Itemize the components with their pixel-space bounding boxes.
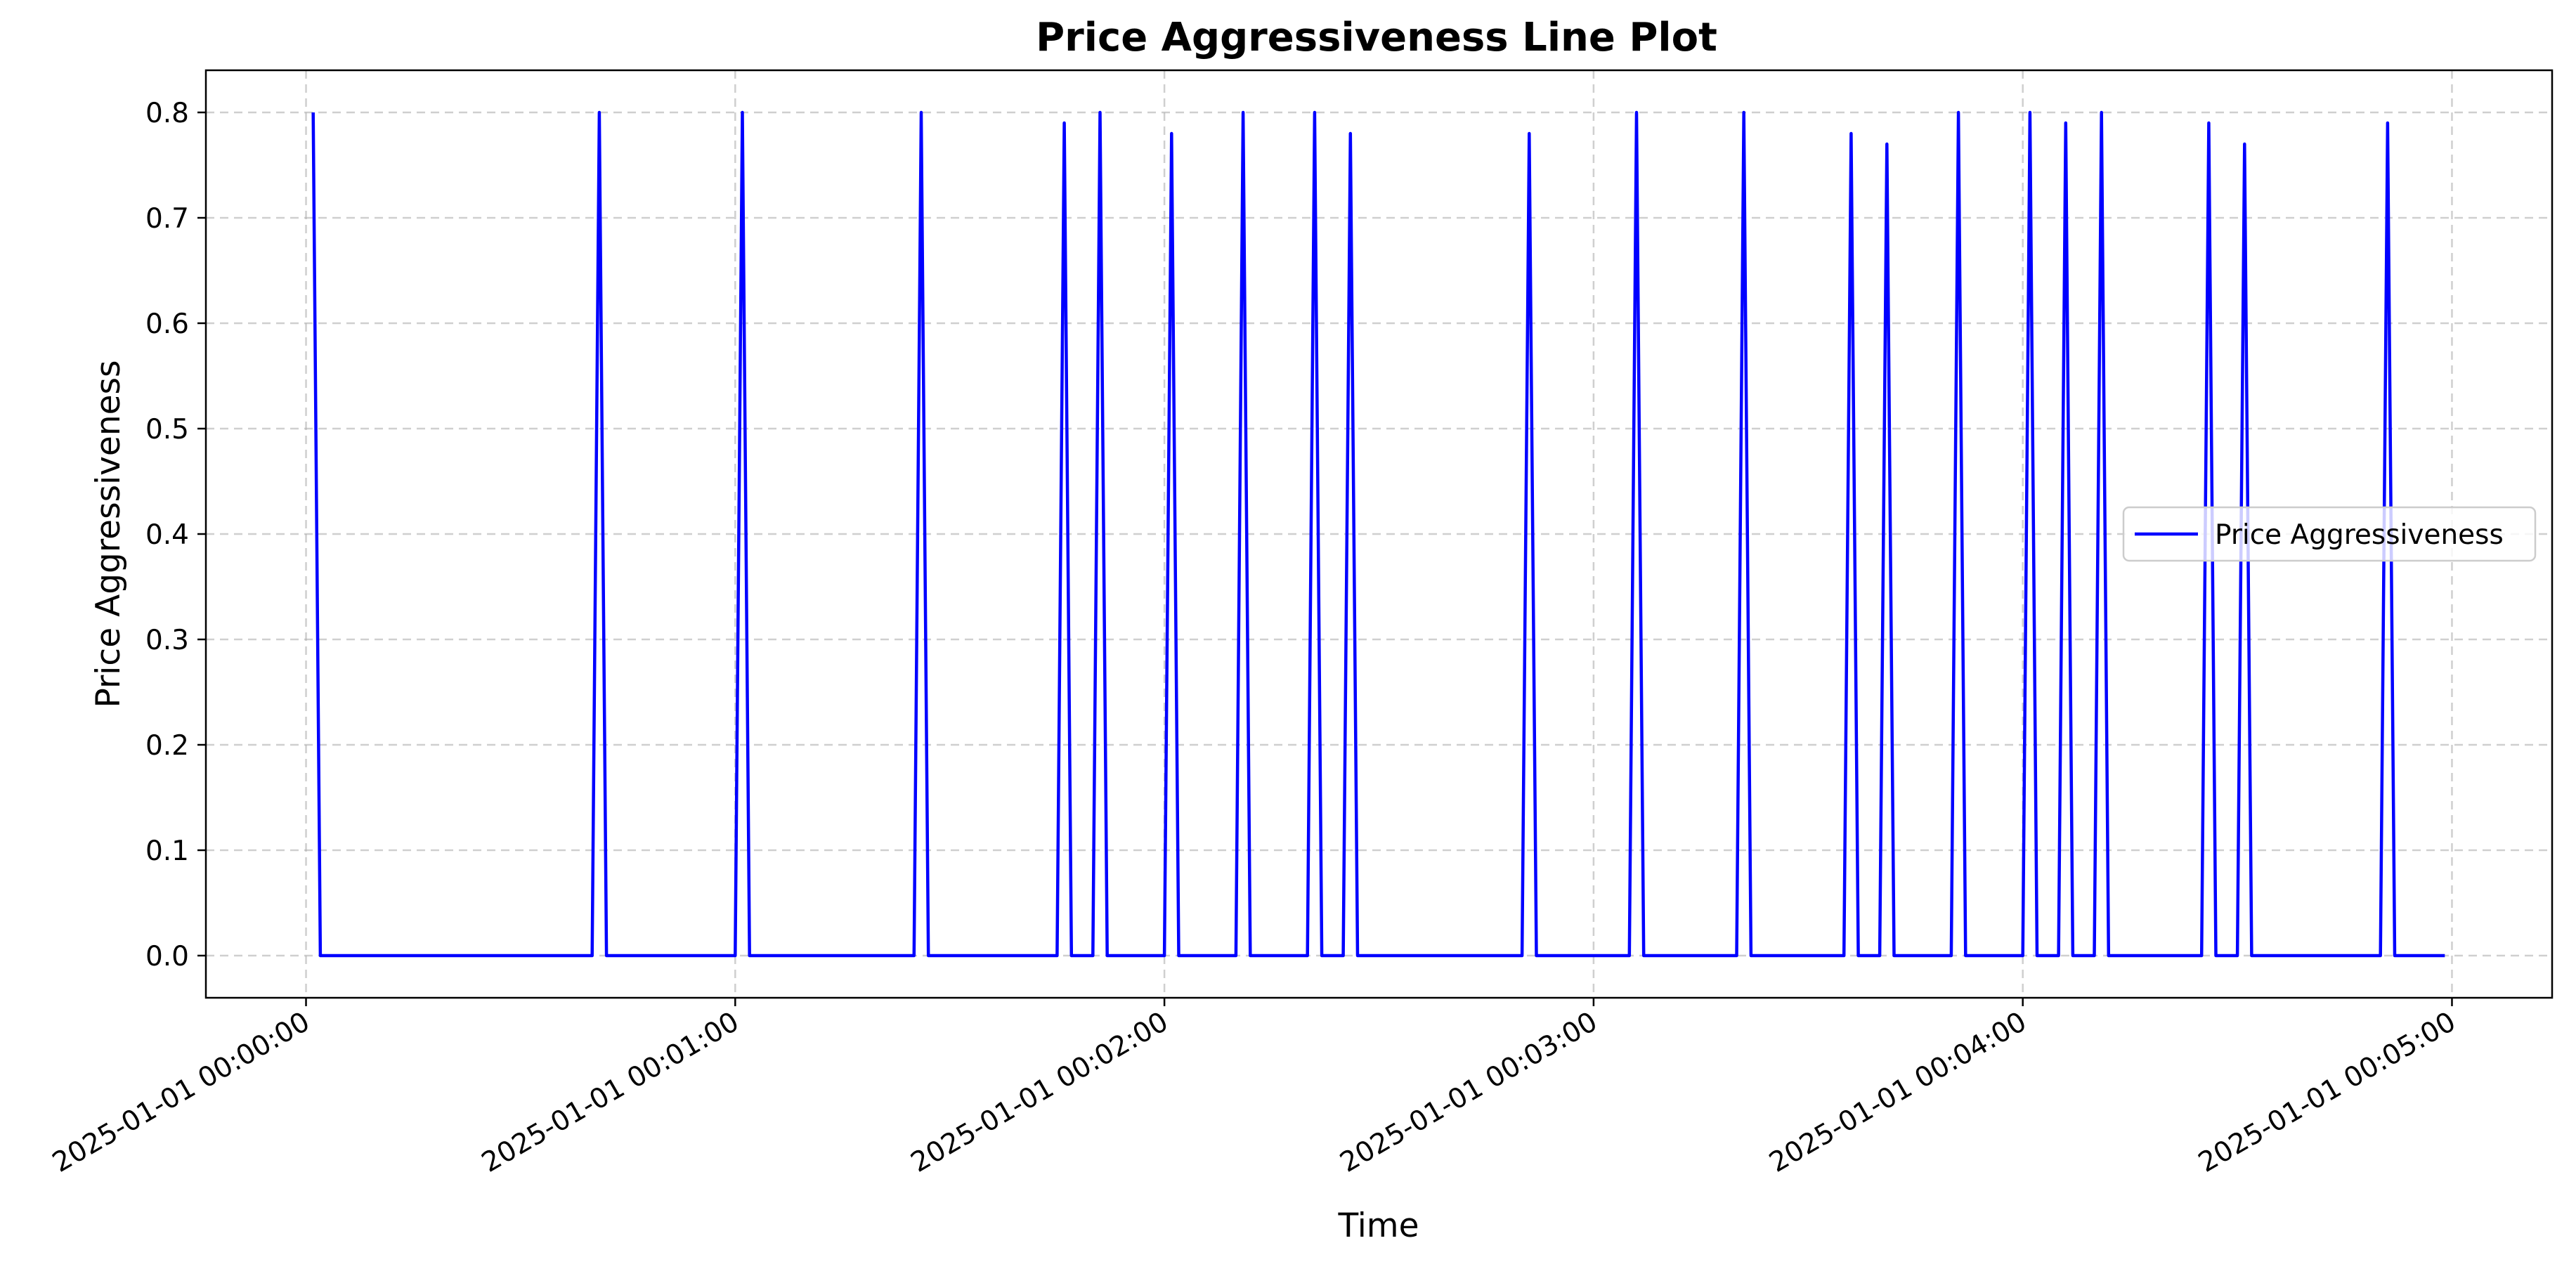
legend-label: Price Aggressiveness (2215, 519, 2504, 551)
series-line (311, 110, 2445, 958)
y-tick-label: 0.2 (145, 730, 189, 762)
y-tick-label: 0.8 (145, 98, 189, 129)
y-tick-label: 0.6 (145, 308, 189, 340)
y-tick-label: 0.1 (145, 835, 189, 867)
y-axis-label: Price Aggressiveness (89, 360, 128, 708)
legend-box (2122, 506, 2537, 562)
y-tick-label: 0.0 (145, 941, 189, 972)
series-layer (311, 110, 2445, 958)
chart-title: Price Aggressiveness Line Plot (1036, 15, 1717, 60)
x-axis-label: Time (1337, 1206, 1419, 1245)
legend: Price Aggressiveness (2122, 506, 2537, 562)
y-tick-label: 0.4 (145, 519, 189, 551)
y-tick-label: 0.7 (145, 203, 189, 235)
y-tick-label: 0.3 (145, 625, 189, 656)
y-tick-label: 0.5 (145, 414, 189, 445)
